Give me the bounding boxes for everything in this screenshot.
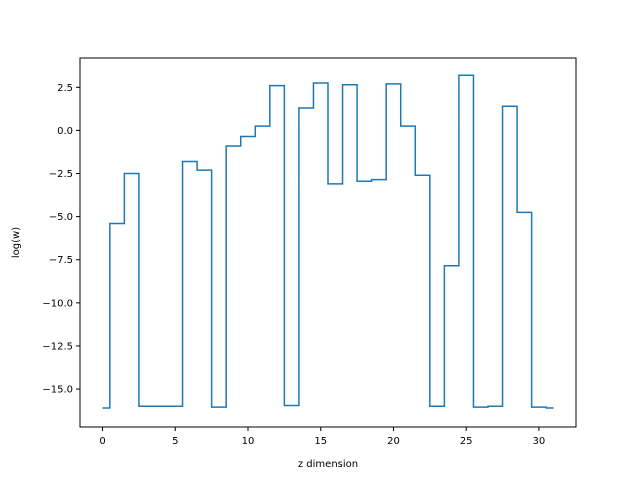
y-tick-label: 0.0 — [57, 126, 73, 137]
y-tick-label: −10.0 — [42, 298, 73, 309]
y-tick-label: −5.0 — [49, 212, 73, 223]
plot-area — [102, 74, 554, 409]
y-axis-label: log(w) — [11, 227, 22, 258]
x-tick-label: 25 — [460, 436, 473, 447]
x-tick-label: 30 — [533, 436, 546, 447]
x-tick-label: 15 — [314, 436, 327, 447]
x-tick-label: 20 — [387, 436, 400, 447]
x-tick-label: 5 — [172, 436, 178, 447]
y-tick-label: −15.0 — [42, 385, 73, 396]
x-axis-label: z dimension — [298, 459, 358, 470]
y-tick-label: 2.5 — [57, 83, 73, 94]
axes-frame — [79, 57, 577, 428]
y-tick-label: −12.5 — [42, 341, 73, 352]
ticks: 0 5 10 15 20 25 30 2.5 0.0 −2.5 −5.0 −7.5 −10.0 −12.5… — [42, 83, 545, 447]
y-tick-label: −7.5 — [49, 255, 73, 266]
y-tick-label: −2.5 — [49, 169, 73, 180]
x-tick-label: 10 — [242, 436, 255, 447]
x-tick-label: 0 — [99, 436, 105, 447]
series-line — [102, 74, 554, 409]
